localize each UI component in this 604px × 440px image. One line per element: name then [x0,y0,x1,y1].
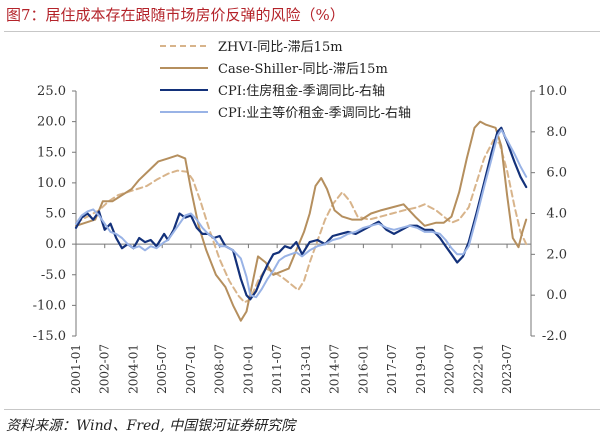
legend-label-3: CPI:住房租金-季调同比-右轴 [218,83,385,99]
series-line-2 [75,120,528,322]
left-tick-label: -10.0 [33,298,66,313]
left-tick-label: 5.0 [45,207,66,222]
x-tick-label: 2010-01 [241,344,255,394]
x-tick-label: 2004-01 [126,344,140,394]
series-line-1 [75,139,528,304]
series-line-3 [74,126,528,301]
right-tick-label: 6.0 [546,166,567,181]
legend: ZHVI-同比-滞后15m Case-Shiller-同比-滞后15m CPI:住房… [160,40,411,121]
right-tick-label: 10.0 [538,84,567,99]
right-tick-label: -2.0 [542,329,567,344]
axes: 25.0 20.0 15.0 10.0 5.0 0.0 -5.0 -10.0 -15.0 10.0… [33,84,567,394]
left-tick-label: 10.0 [37,176,66,191]
x-tick-label: 2014-07 [328,344,342,394]
x-tick-label: 2011-07 [270,344,284,394]
x-tick-label: 2019-01 [414,344,428,394]
left-tick-label: 15.0 [37,145,66,160]
x-tick-label: 2008-07 [213,344,227,394]
legend-label-4: CPI:业主等价租金-季调同比-右轴 [218,105,411,121]
x-tick-label: 2007-01 [184,344,198,394]
left-tick-label: -5.0 [41,268,66,283]
source-divider [4,409,600,410]
right-tick-label: 2.0 [546,247,567,262]
series-line-4 [75,128,528,299]
left-tick-label: 20.0 [37,115,66,130]
title-divider [4,31,600,32]
left-tick-label: 0.0 [45,237,66,252]
left-tick-label: -15.0 [33,329,66,344]
x-tick-label: 2017-07 [385,344,399,394]
x-tick-label: 2001-01 [69,344,83,394]
x-tick-label: 2016-01 [356,344,370,394]
right-tick-label: 0.0 [546,288,567,303]
right-tick-label: 4.0 [546,207,567,222]
legend-label-2: Case-Shiller-同比-滞后15m [218,62,388,77]
right-tick-label: 8.0 [546,125,567,140]
legend-label-1: ZHVI-同比-滞后15m [218,40,343,55]
x-tick-label: 2005-07 [155,344,169,394]
x-tick-label: 2022-01 [471,344,485,394]
line-chart: 25.0 20.0 15.0 10.0 5.0 0.0 -5.0 -10.0 -15.0 10.0… [33,40,567,394]
x-tick-label: 2020-07 [443,344,457,394]
x-tick-label: 2023-07 [500,344,514,394]
x-tick-label: 2002-07 [98,344,112,394]
left-tick-label: 25.0 [37,84,66,99]
series-layer [74,120,528,322]
x-tick-label: 2013-01 [299,344,313,394]
page-title: 图7：居住成本存在跟随市场房价反弹的风险（%） [6,6,345,24]
source-note: 资料来源：Wind、Fred, 中国银河证券研究院 [6,418,296,434]
